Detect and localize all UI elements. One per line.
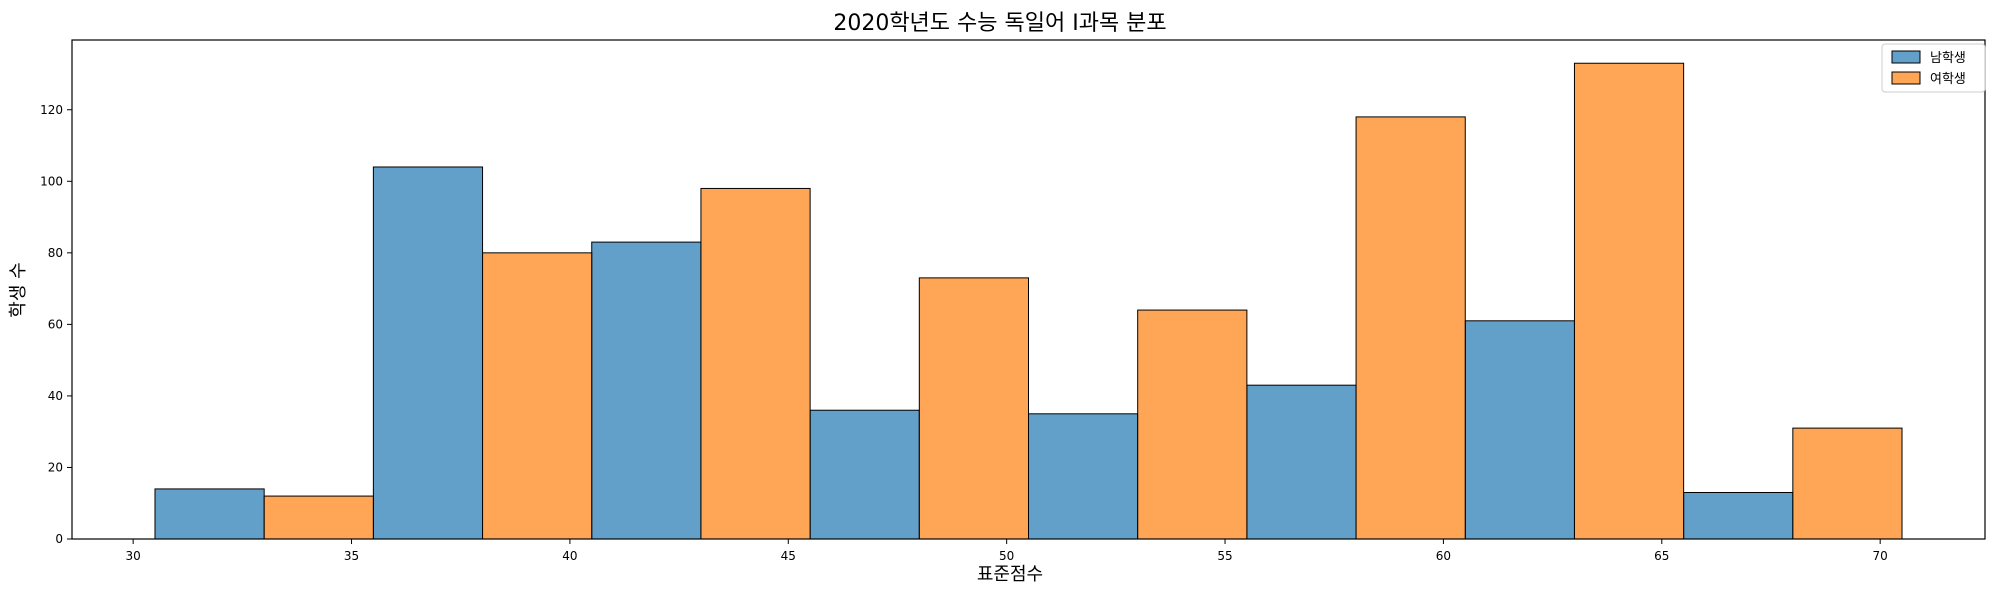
bar-male-6 <box>1464 320 1575 540</box>
bar-male-4 <box>1028 413 1139 540</box>
legend-label-female: 여학생 <box>1930 72 1966 87</box>
bar-female-0 <box>263 495 374 540</box>
x-tick-label: 55 <box>1217 549 1232 563</box>
bar-male-3 <box>809 409 920 540</box>
bar-male-2 <box>591 241 702 540</box>
y-tick-label: 100 <box>40 174 63 188</box>
bar-female-7 <box>1792 427 1903 540</box>
legend-swatch-male <box>1891 50 1921 64</box>
x-tick-label: 70 <box>1873 549 1888 563</box>
bar-female-2 <box>700 187 811 540</box>
x-tick-label: 40 <box>562 549 577 563</box>
x-tick-label: 50 <box>999 549 1014 563</box>
bar-male-5 <box>1246 384 1357 540</box>
x-axis-label: 표준점수 <box>977 564 1043 585</box>
y-tick-label: 60 <box>48 317 63 331</box>
y-tick-label: 120 <box>40 103 63 117</box>
y-tick-label: 0 <box>55 532 63 546</box>
legend-swatch-female <box>1891 71 1921 85</box>
bar-male-1 <box>372 166 484 540</box>
x-axis: 30 35 40 45 50 55 60 65 70 <box>126 539 1888 563</box>
x-tick-label: 60 <box>1436 549 1451 563</box>
y-axis: 0 20 40 60 80 100 120 <box>40 103 72 546</box>
x-tick-label: 45 <box>781 549 796 563</box>
bar-male-0 <box>154 488 265 540</box>
y-tick-label: 80 <box>48 246 63 260</box>
legend: 남학생 여학생 <box>1881 43 1986 93</box>
x-tick-label: 65 <box>1654 549 1669 563</box>
bar-male-7 <box>1683 491 1794 540</box>
bar-female-4 <box>1137 309 1248 540</box>
plot-frame <box>71 39 1986 540</box>
y-tick-label: 20 <box>48 460 63 474</box>
x-tick-label: 30 <box>126 549 141 563</box>
legend-label-male: 남학생 <box>1930 51 1966 66</box>
y-axis-label: 학생 수 <box>8 262 29 317</box>
bar-female-3 <box>918 277 1029 540</box>
bars-layer <box>154 62 1903 540</box>
chart-title: 2020학년도 수능 독일어 I과목 분포 <box>833 11 1166 36</box>
bar-female-1 <box>482 252 593 540</box>
y-tick-label: 40 <box>48 389 63 403</box>
x-tick-label: 35 <box>344 549 359 563</box>
bar-female-5 <box>1355 116 1466 540</box>
bar-female-6 <box>1573 62 1685 540</box>
